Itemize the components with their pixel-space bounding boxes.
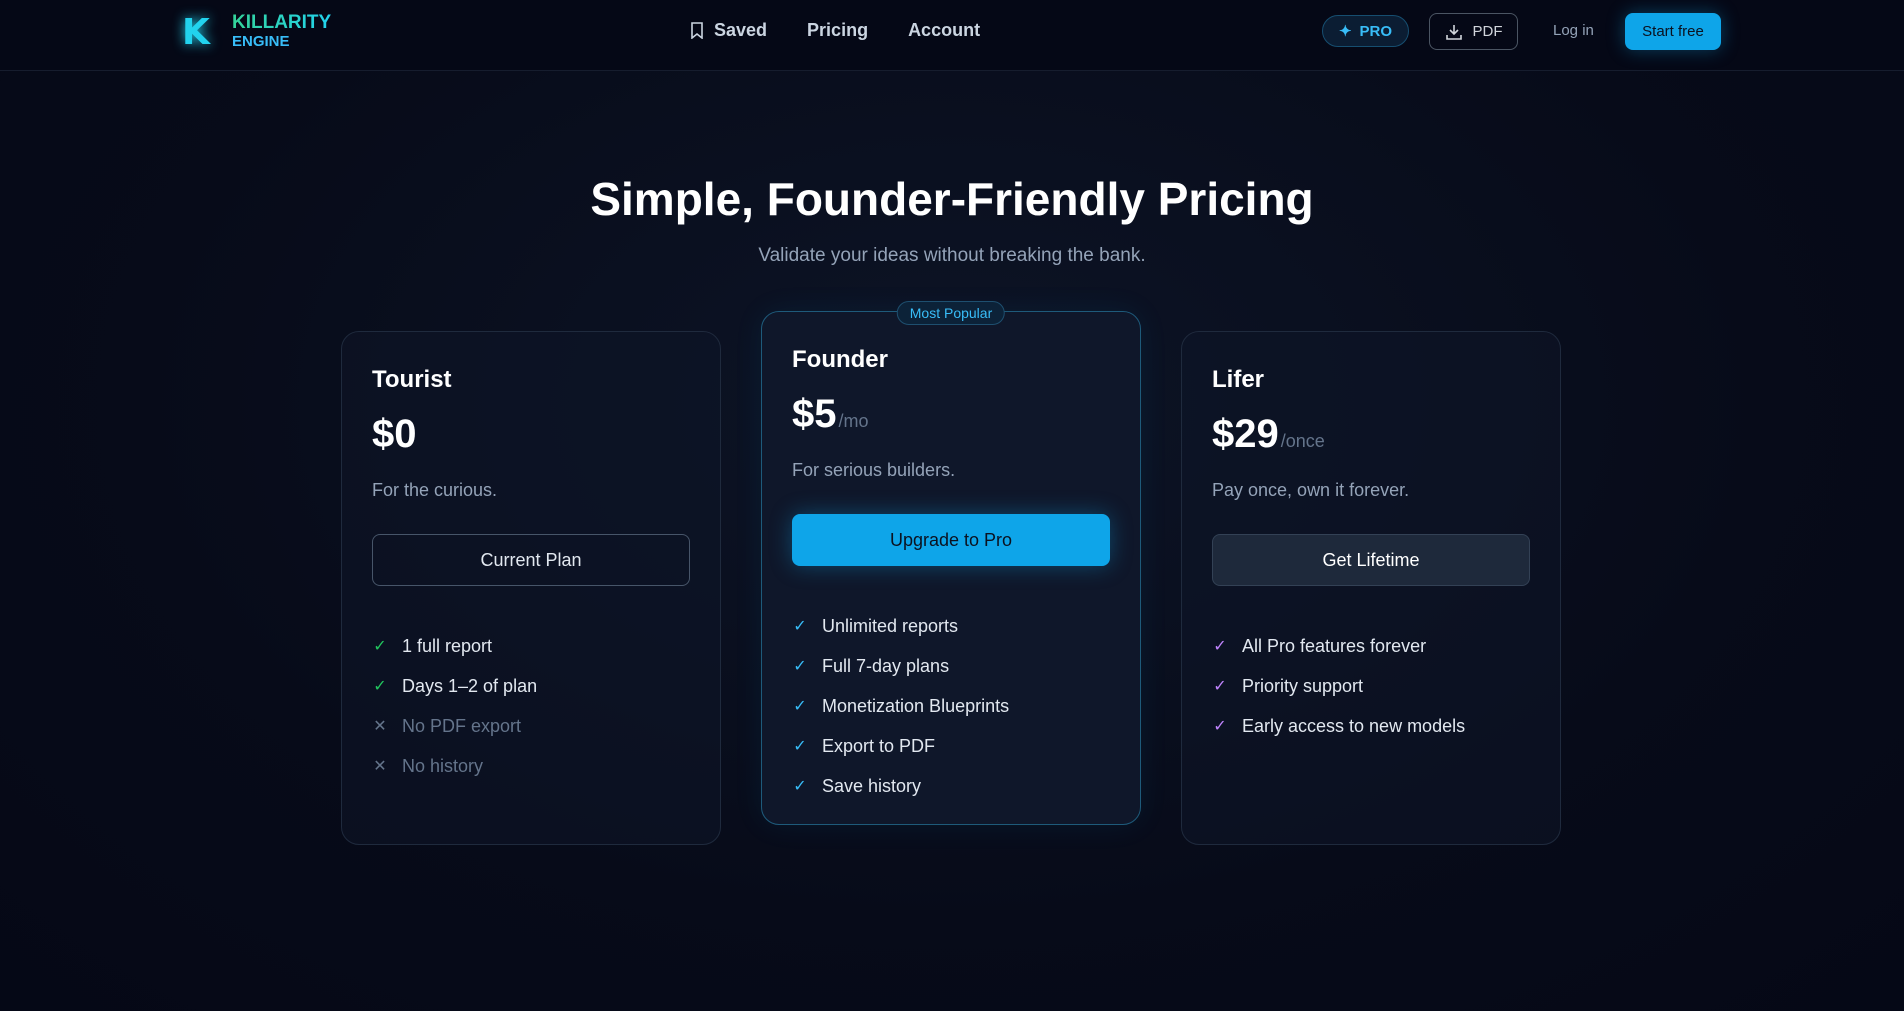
- plan-period: /mo: [838, 411, 869, 431]
- feature-text: Monetization Blueprints: [822, 695, 1010, 716]
- check-icon: ✓: [1213, 718, 1227, 735]
- pro-label: PRO: [1359, 22, 1393, 40]
- plan-card-lifer: Lifer $29/once Pay once, own it forever.…: [1181, 331, 1561, 845]
- plan-card-tourist: Tourist $0 For the curious. Current Plan…: [341, 331, 721, 845]
- check-icon: ✓: [1213, 638, 1227, 655]
- feature-item: ✓ All Pro features forever: [1212, 626, 1530, 666]
- plan-description: Pay once, own it forever.: [1212, 480, 1410, 500]
- check-icon: ✓: [793, 618, 807, 635]
- feature-item: ✓ Days 1–2 of plan: [372, 666, 690, 706]
- logo-title: KILLARITY: [232, 12, 332, 33]
- plan-card-founder: Most Popular Founder $5/mo For serious b…: [761, 301, 1141, 825]
- check-icon: ✓: [373, 678, 387, 695]
- x-icon: ✕: [373, 758, 387, 775]
- feature-item: ✓ Full 7-day plans: [792, 646, 1110, 686]
- sparkles-icon: ✦: [1338, 23, 1352, 40]
- logo-subtitle: ENGINE: [232, 33, 290, 50]
- check-icon: ✓: [793, 778, 807, 795]
- feature-text: All Pro features forever: [1242, 635, 1427, 656]
- plan-price: $0: [372, 412, 417, 456]
- pdf-label: PDF: [1472, 23, 1503, 40]
- feature-text: Full 7-day plans: [822, 655, 950, 676]
- feature-text: 1 full report: [402, 635, 493, 656]
- page-title: Simple, Founder-Friendly Pricing: [590, 173, 1314, 225]
- feature-item: ✓ Priority support: [1212, 666, 1530, 706]
- feature-text: No history: [402, 755, 484, 776]
- bookmark-icon: [691, 22, 703, 39]
- feature-text: Export to PDF: [822, 735, 936, 756]
- feature-text: Priority support: [1242, 675, 1364, 696]
- top-nav-bar: K KILLARITY ENGINE Saved Pricing Account…: [0, 0, 1904, 71]
- plan-name: Tourist: [372, 366, 452, 393]
- feature-text: Unlimited reports: [822, 615, 959, 636]
- main-nav: Saved Pricing Account: [690, 20, 980, 41]
- nav-pricing[interactable]: Pricing: [807, 20, 869, 40]
- start-free-button[interactable]: Start free: [1625, 13, 1721, 50]
- nav-saved[interactable]: Saved: [690, 20, 767, 41]
- feature-item: ✓ Export to PDF: [792, 726, 1110, 766]
- x-icon: ✕: [373, 718, 387, 735]
- logo-k-icon: K: [182, 11, 210, 53]
- nav-saved-label: Saved: [714, 20, 768, 40]
- check-icon: ✓: [793, 698, 807, 715]
- most-popular-badge: Most Popular: [896, 301, 1006, 325]
- feature-item: ✓ Unlimited reports: [792, 606, 1110, 646]
- plan-description: For serious builders.: [792, 460, 956, 480]
- plan-price: $29: [1212, 412, 1279, 456]
- feature-item: ✕ No history: [372, 746, 690, 786]
- page-subtitle: Validate your ideas without breaking the…: [758, 245, 1146, 266]
- pro-badge-button[interactable]: ✦ PRO: [1322, 15, 1409, 47]
- pdf-download-button[interactable]: PDF: [1429, 13, 1518, 50]
- check-icon: ✓: [1213, 678, 1227, 695]
- plan-price: $5: [792, 392, 837, 436]
- feature-text: Early access to new models: [1242, 715, 1466, 736]
- feature-text: Save history: [822, 775, 922, 796]
- plan-name: Founder: [792, 346, 888, 373]
- feature-item: ✓ Early access to new models: [1212, 706, 1530, 746]
- check-icon: ✓: [793, 658, 807, 675]
- feature-item: ✕ No PDF export: [372, 706, 690, 746]
- download-icon: [1445, 24, 1462, 40]
- current-plan-button[interactable]: Current Plan: [372, 534, 690, 586]
- plan-description: For the curious.: [372, 480, 498, 500]
- nav-account[interactable]: Account: [908, 20, 981, 40]
- feature-item: ✓ Save history: [792, 766, 1110, 806]
- check-icon: ✓: [793, 738, 807, 755]
- plan-period: /once: [1280, 431, 1325, 451]
- feature-text: No PDF export: [402, 715, 522, 736]
- feature-text: Days 1–2 of plan: [402, 675, 538, 696]
- check-icon: ✓: [373, 638, 387, 655]
- login-link[interactable]: Log in: [1553, 22, 1594, 39]
- plan-name: Lifer: [1212, 366, 1265, 393]
- upgrade-to-pro-button[interactable]: Upgrade to Pro: [792, 514, 1110, 566]
- feature-item: ✓ Monetization Blueprints: [792, 686, 1110, 726]
- logo[interactable]: K KILLARITY ENGINE: [180, 11, 332, 53]
- get-lifetime-button[interactable]: Get Lifetime: [1212, 534, 1530, 586]
- feature-item: ✓ 1 full report: [372, 626, 690, 666]
